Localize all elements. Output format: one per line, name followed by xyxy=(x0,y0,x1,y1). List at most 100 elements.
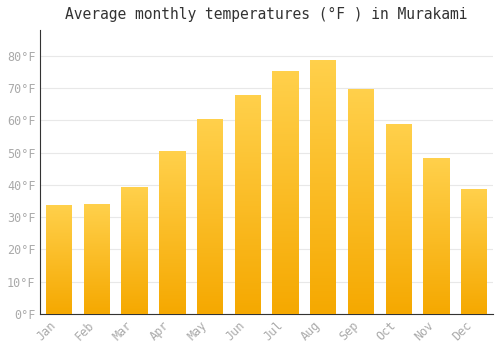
Bar xyxy=(424,256,450,257)
Bar xyxy=(122,283,148,284)
Bar xyxy=(348,208,374,209)
Bar xyxy=(122,305,148,306)
Bar xyxy=(348,180,374,181)
Bar xyxy=(234,292,261,293)
Bar xyxy=(348,259,374,260)
Bar xyxy=(424,220,450,222)
Bar xyxy=(348,191,374,192)
Bar xyxy=(122,288,148,289)
Bar xyxy=(272,273,299,274)
Bar xyxy=(159,187,186,188)
Bar xyxy=(46,291,72,292)
Bar xyxy=(461,235,487,236)
Bar xyxy=(310,219,336,220)
Bar xyxy=(386,191,412,193)
Bar xyxy=(46,256,72,257)
Bar xyxy=(197,145,224,146)
Bar xyxy=(310,152,336,153)
Bar xyxy=(84,230,110,231)
Bar xyxy=(159,165,186,166)
Bar xyxy=(348,251,374,252)
Bar xyxy=(310,198,336,200)
Bar xyxy=(424,288,450,289)
Bar xyxy=(84,271,110,272)
Bar xyxy=(386,197,412,198)
Bar xyxy=(386,202,412,203)
Bar xyxy=(272,207,299,208)
Bar xyxy=(46,297,72,298)
Bar xyxy=(197,249,224,250)
Bar xyxy=(122,271,148,272)
Bar xyxy=(46,288,72,289)
Bar xyxy=(122,208,148,209)
Bar xyxy=(386,227,412,228)
Bar xyxy=(197,293,224,294)
Bar xyxy=(386,303,412,304)
Bar xyxy=(424,259,450,260)
Bar xyxy=(310,162,336,163)
Bar xyxy=(159,181,186,182)
Bar xyxy=(197,164,224,165)
Bar xyxy=(461,225,487,226)
Bar xyxy=(386,149,412,150)
Bar xyxy=(84,252,110,253)
Bar xyxy=(386,282,412,284)
Bar xyxy=(197,248,224,249)
Bar xyxy=(197,256,224,257)
Bar xyxy=(386,276,412,277)
Bar xyxy=(84,285,110,286)
Bar xyxy=(272,276,299,278)
Bar xyxy=(272,310,299,312)
Bar xyxy=(197,306,224,307)
Bar xyxy=(159,296,186,297)
Bar xyxy=(348,158,374,159)
Bar xyxy=(310,225,336,226)
Bar xyxy=(424,276,450,277)
Bar xyxy=(386,182,412,183)
Bar xyxy=(424,241,450,243)
Bar xyxy=(234,219,261,221)
Bar xyxy=(234,100,261,101)
Bar xyxy=(348,136,374,137)
Bar xyxy=(234,291,261,292)
Bar xyxy=(310,68,336,69)
Bar xyxy=(424,217,450,218)
Bar xyxy=(348,228,374,230)
Bar xyxy=(310,187,336,188)
Bar xyxy=(84,253,110,254)
Bar xyxy=(84,276,110,277)
Bar xyxy=(386,284,412,285)
Bar xyxy=(310,76,336,77)
Bar xyxy=(310,241,336,243)
Bar xyxy=(122,247,148,248)
Bar xyxy=(234,160,261,161)
Bar xyxy=(197,216,224,217)
Bar xyxy=(234,298,261,299)
Bar xyxy=(46,242,72,243)
Bar xyxy=(197,282,224,283)
Bar xyxy=(386,240,412,241)
Bar xyxy=(122,242,148,243)
Bar xyxy=(386,176,412,177)
Bar xyxy=(348,165,374,167)
Bar xyxy=(272,306,299,307)
Bar xyxy=(424,312,450,313)
Bar xyxy=(122,258,148,259)
Bar xyxy=(159,213,186,214)
Bar xyxy=(84,278,110,279)
Bar xyxy=(272,196,299,197)
Bar xyxy=(46,269,72,270)
Bar xyxy=(234,144,261,145)
Bar xyxy=(386,154,412,155)
Bar xyxy=(386,230,412,231)
Bar xyxy=(461,216,487,217)
Bar xyxy=(197,211,224,212)
Bar xyxy=(272,281,299,282)
Bar xyxy=(197,182,224,183)
Bar xyxy=(424,169,450,170)
Bar xyxy=(272,189,299,190)
Bar xyxy=(272,136,299,138)
Bar xyxy=(197,142,224,143)
Bar xyxy=(159,154,186,155)
Bar xyxy=(234,269,261,270)
